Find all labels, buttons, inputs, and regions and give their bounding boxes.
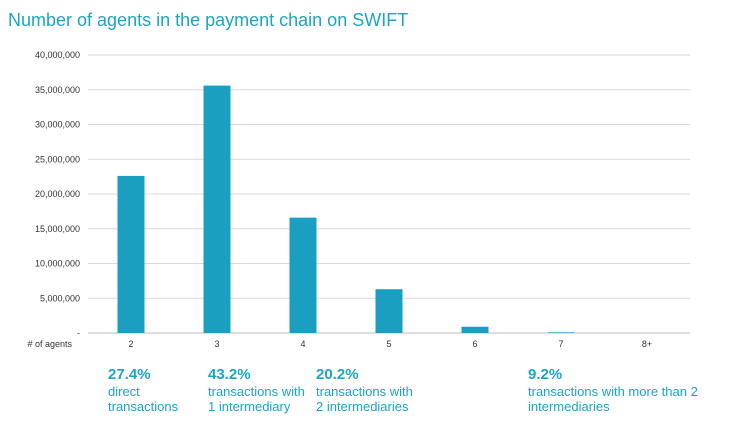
bars	[117, 85, 575, 333]
x-tick-label: 5	[386, 339, 391, 349]
annotation-two-intermediaries-percent: 20.2%	[316, 366, 359, 383]
bar-2	[117, 175, 145, 333]
x-axis-label: # of agents	[27, 339, 72, 349]
x-tick-label: 7	[558, 339, 563, 349]
annotation-one-intermediary-description: transactions with 1 intermediary	[208, 384, 305, 414]
bar-4	[289, 217, 317, 333]
y-tick-label: 10,000,000	[35, 259, 80, 269]
x-axis-tick-labels: 2 3 4 5 6 7 8+	[128, 339, 652, 349]
annotation-direct-description: direct transactions	[108, 384, 179, 414]
annotation-direct-percent: 27.4%	[108, 366, 151, 383]
annotation-more-intermediaries-description: transactions with more than 2 intermedia…	[528, 384, 698, 414]
x-tick-label: 4	[300, 339, 305, 349]
y-tick-label: 40,000,000	[35, 50, 80, 60]
annotation-one-intermediary: 43.2% transactions with 1 intermediary	[208, 366, 305, 414]
y-tick-label: 5,000,000	[40, 293, 80, 303]
x-tick-label: 6	[472, 339, 477, 349]
y-tick-label: 35,000,000	[35, 85, 80, 95]
y-tick-label: -	[77, 328, 80, 338]
annotation-one-intermediary-percent: 43.2%	[208, 366, 251, 383]
y-tick-label: 20,000,000	[35, 189, 80, 199]
x-tick-label: 8+	[642, 339, 652, 349]
bar-6	[461, 326, 489, 333]
y-tick-label: 30,000,000	[35, 120, 80, 130]
chart-title: Number of agents in the payment chain on…	[8, 10, 409, 30]
annotation-more-intermediaries: 9.2% transactions with more than 2 inter…	[528, 366, 698, 414]
y-axis-tick-labels: - 5,000,000 10,000,000 15,000,000 20,000,000…	[35, 50, 80, 338]
y-tick-label: 15,000,000	[35, 224, 80, 234]
y-tick-label: 25,000,000	[35, 154, 80, 164]
annotation-two-intermediaries-description: transactions with 2 intermediaries	[316, 384, 413, 414]
annotation-two-intermediaries: 20.2% transactions with 2 intermediaries	[316, 366, 413, 414]
annotation-more-intermediaries-percent: 9.2%	[528, 366, 563, 383]
bar-5	[375, 289, 403, 333]
x-tick-label: 2	[128, 339, 133, 349]
bar-7	[547, 332, 575, 333]
annotation-direct: 27.4% direct transactions	[108, 366, 178, 414]
bar-3	[203, 85, 231, 333]
x-tick-label: 3	[214, 339, 219, 349]
